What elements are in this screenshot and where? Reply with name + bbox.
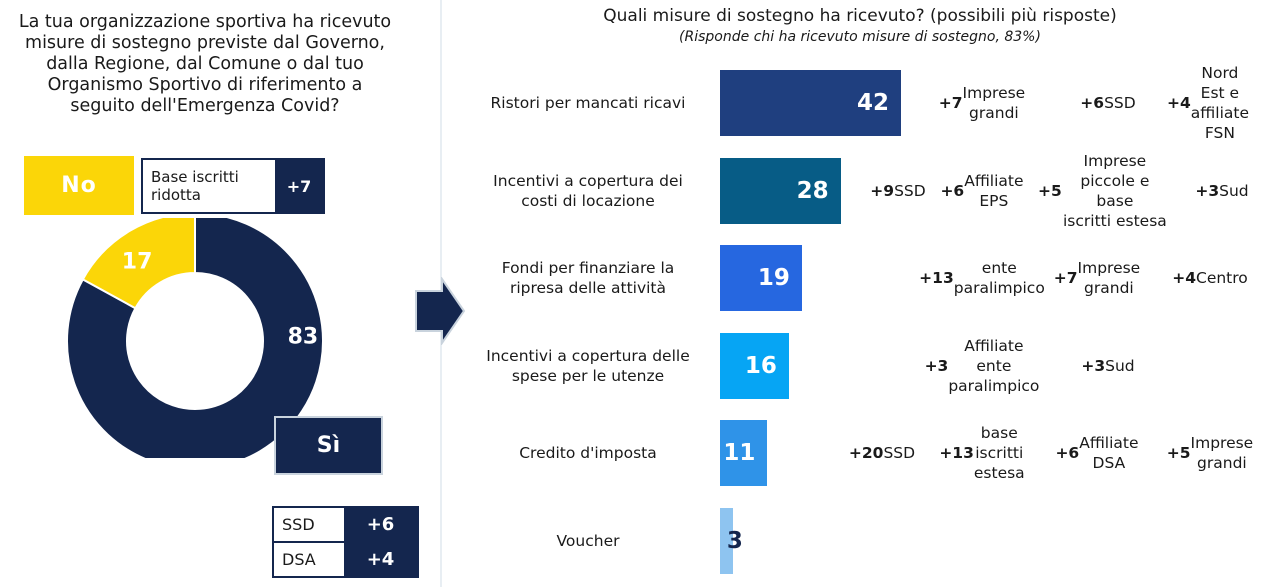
si-tag-ssd: SSD +6 bbox=[272, 506, 419, 543]
bar-value-label: 3 bbox=[726, 527, 743, 554]
no-label-box: No bbox=[24, 156, 134, 215]
bar-annotation: +7 Imprese grandi bbox=[1053, 259, 1141, 297]
bar-category-label: Credito d'imposta bbox=[519, 444, 657, 462]
bar-annotation: +5 Imprese piccole e base iscritti estes… bbox=[1038, 151, 1167, 230]
bar-value-label: 11 bbox=[723, 440, 756, 466]
bar-annotation: +4 Centro bbox=[1172, 269, 1248, 287]
donut-slice-no bbox=[81, 218, 196, 310]
bar bbox=[720, 507, 733, 574]
chart-title: Quali misure di sostegno ha ricevuto? (p… bbox=[603, 6, 1117, 26]
bar-category-label: Incentivi a copertura dei costi di locaz… bbox=[493, 171, 683, 210]
si-tag-value: +6 bbox=[344, 508, 417, 541]
bar-value-label: 42 bbox=[856, 90, 889, 116]
bar-category-label: Voucher bbox=[556, 531, 620, 550]
bar-category-label: Fondi per finanziare la ripresa delle at… bbox=[501, 259, 675, 297]
bar-annotation: +13 ente paralimpico bbox=[919, 259, 1045, 297]
no-tag-value: +7 bbox=[275, 160, 323, 212]
bar-annotation: +13 base iscritti estesa bbox=[939, 424, 1025, 482]
no-tag-base-iscritti: Base iscritti ridotta +7 bbox=[141, 158, 325, 214]
si-tag-label: DSA bbox=[282, 549, 316, 569]
no-tag-label: Base iscritti ridotta bbox=[151, 168, 239, 204]
bar bbox=[720, 420, 768, 486]
bar bbox=[720, 245, 802, 311]
si-label-box: Sì bbox=[274, 416, 383, 475]
bar bbox=[720, 157, 841, 224]
bar bbox=[720, 332, 789, 399]
bar-annotation: +7 Imprese grandi bbox=[938, 84, 1026, 122]
bar bbox=[720, 70, 901, 136]
bar-annotation: +4 Nord Est e affiliate FSN bbox=[1167, 64, 1249, 142]
bar-annotation: +3 Sud bbox=[1081, 356, 1135, 375]
si-tag-label: SSD bbox=[282, 514, 315, 534]
donut-value-label: 83 bbox=[288, 324, 319, 349]
bar-value-label: 28 bbox=[796, 177, 829, 204]
arrow-right-icon bbox=[415, 277, 466, 345]
si-tag-value: +4 bbox=[344, 543, 417, 576]
si-tag-dsa: DSA +4 bbox=[272, 541, 419, 578]
bar-annotation: +20 SSD bbox=[848, 444, 916, 462]
bar-category-label: Incentivi a copertura delle spese per le… bbox=[486, 346, 690, 385]
bar-annotation: +6 Affiliate EPS bbox=[940, 171, 1024, 210]
bar-value-label: 19 bbox=[757, 265, 790, 291]
bar-annotation: +9 SSD bbox=[870, 181, 926, 200]
bar-annotation: +6 Affiliate DSA bbox=[1055, 434, 1139, 472]
chart-subtitle: (Risponde chi ha ricevuto misure di sost… bbox=[679, 29, 1041, 45]
bar-value-label: 16 bbox=[744, 352, 777, 379]
donut-slice-s bbox=[66, 218, 324, 458]
bar-annotation: +5 Imprese grandi bbox=[1166, 434, 1254, 472]
bar-annotation: +3 Affiliate ente paralimpico bbox=[924, 336, 1040, 395]
bar-annotation: +6 SSD bbox=[1080, 94, 1136, 112]
bar-category-label: Ristori per mancati ricavi bbox=[490, 94, 686, 112]
donut-chart: 83 17 bbox=[66, 218, 324, 458]
donut-value-label: 17 bbox=[122, 250, 153, 275]
left-question: La tua organizzazione sportiva ha ricevu… bbox=[18, 12, 392, 116]
bar-annotation: +3 Sud bbox=[1195, 181, 1249, 200]
